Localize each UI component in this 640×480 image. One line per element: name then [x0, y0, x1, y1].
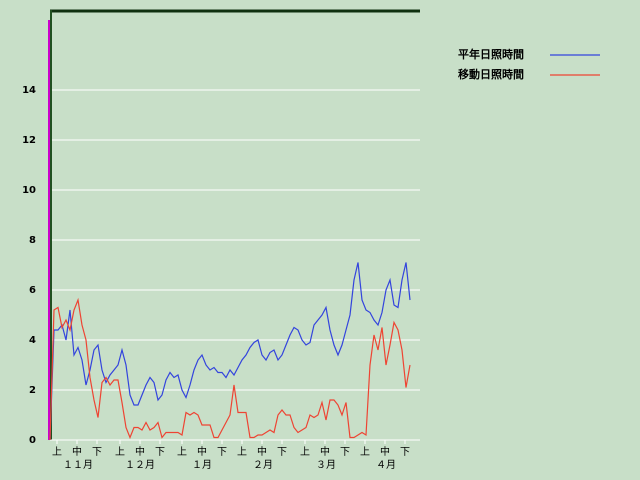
y-tick-label: 0 — [29, 435, 36, 446]
y-tick-label: 8 — [29, 235, 36, 246]
x-tick-label: 中 — [257, 445, 267, 458]
y-tick-label: 4 — [29, 335, 36, 346]
y-tick-label: 6 — [29, 285, 36, 296]
month-label: ３月 — [316, 459, 336, 471]
y-tick-label: 2 — [29, 385, 36, 396]
x-tick-label: 下 — [92, 447, 102, 458]
x-tick-label: 上 — [360, 446, 370, 458]
month-label: ４月 — [376, 459, 396, 471]
x-tick-label: 中 — [320, 445, 330, 458]
x-tick-label: 下 — [217, 447, 227, 458]
x-tick-label: 下 — [155, 447, 165, 458]
x-tick-label: 上 — [177, 446, 187, 458]
series-line — [49, 262, 411, 441]
legend-label: 平年日照時間 — [458, 47, 524, 61]
y-tick-label: 10 — [22, 185, 36, 196]
y-tick-label: 14 — [22, 85, 36, 96]
x-tick-label: 中 — [380, 445, 390, 458]
month-label: １月 — [192, 459, 212, 471]
y-tick-label: 12 — [22, 135, 36, 146]
x-tick-label: 下 — [400, 447, 410, 458]
x-tick-label: 中 — [135, 445, 145, 458]
month-label: １２月 — [125, 459, 155, 471]
month-label: １１月 — [63, 459, 93, 471]
legend-label: 移動日照時間 — [458, 67, 524, 81]
x-tick-label: 上 — [300, 446, 310, 458]
x-tick-label: 上 — [52, 446, 62, 458]
month-label: ２月 — [253, 459, 273, 471]
x-tick-label: 上 — [237, 446, 247, 458]
x-tick-label: 下 — [277, 447, 287, 458]
x-tick-label: 中 — [197, 445, 207, 458]
x-tick-label: 上 — [115, 446, 125, 458]
series-line — [49, 297, 411, 441]
x-tick-label: 中 — [72, 445, 82, 458]
x-tick-label: 下 — [340, 447, 350, 458]
